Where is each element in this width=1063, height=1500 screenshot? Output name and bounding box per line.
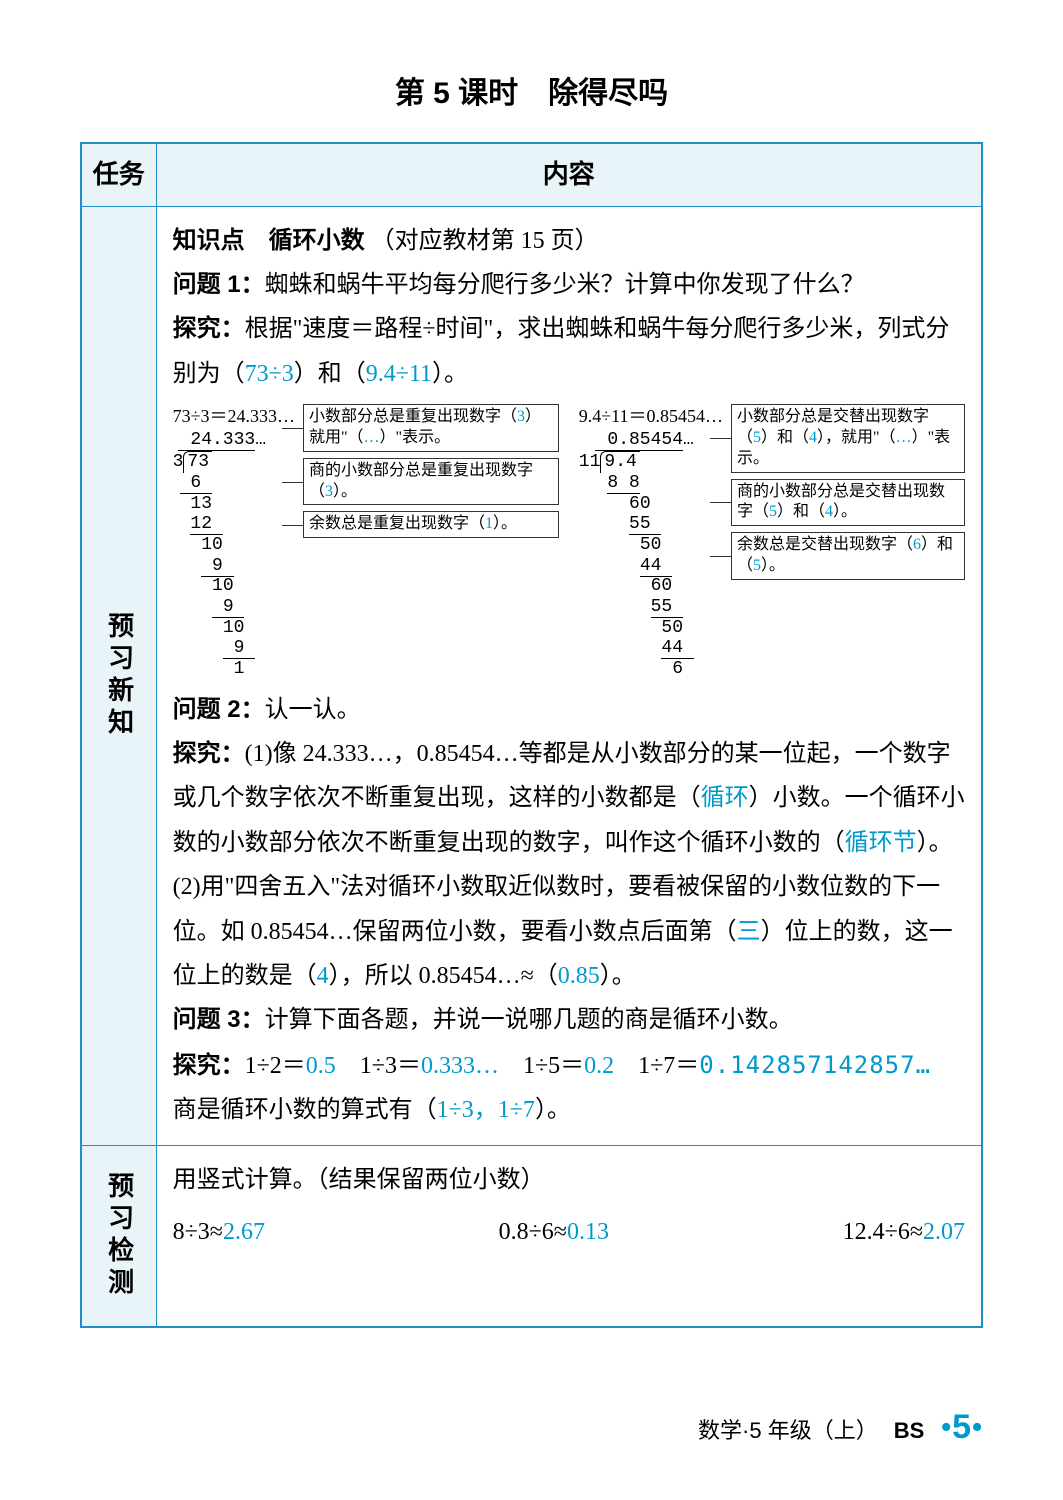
exp3-sa: 商是循环小数的算式有（ — [173, 1097, 437, 1123]
header-task: 任务 — [81, 143, 156, 206]
right-eq: 9.4÷11＝0.85454… — [579, 404, 723, 428]
left-eq: 73÷3＝24.333… — [173, 404, 295, 428]
exp1-label: 探究： — [173, 315, 245, 342]
left-note2: 商的小数部分总是重复出现数字（3）。 — [303, 458, 559, 506]
check-item-3: 12.4÷6≈2.07 — [843, 1210, 965, 1254]
exp2-p2c: ），所以 0.85454…≈（ — [329, 963, 558, 989]
a3: 0.2 — [584, 1053, 614, 1079]
right-note2: 商的小数部分总是交替出现数字（5）和（4）。 — [731, 479, 965, 527]
q1-label: 问题 1： — [173, 271, 265, 298]
a4: 0.142857142857… — [699, 1051, 931, 1079]
kp-ref: （对应教材第 15 页） — [371, 228, 599, 254]
check-content: 用竖式计算。（结果保留两位小数） 8÷3≈2.67 0.8÷6≈0.13 12.… — [156, 1145, 982, 1327]
exp2-ans4: 4 — [317, 963, 329, 989]
division-diagrams: 73÷3＝24.333… 24.333… 373 6 13 12 10 — [173, 404, 965, 680]
right-note3: 余数总是交替出现数字（6）和（5）。 — [731, 532, 965, 580]
e4: 1÷7＝ — [638, 1053, 699, 1079]
right-note1: 小数部分总是交替出现数字（5）和（4），就用"（…）"表示。 — [731, 404, 965, 472]
left-note3: 余数总是重复出现数字（1）。 — [303, 511, 559, 538]
exp2-p1c: ）。 — [917, 830, 953, 856]
exp2-p2d: ）。 — [600, 963, 636, 989]
lesson-title: 第 5 课时 除得尽吗 — [80, 70, 983, 118]
e2: 1÷3＝ — [360, 1053, 421, 1079]
a1: 0.5 — [306, 1053, 336, 1079]
e3: 1÷5＝ — [523, 1053, 584, 1079]
exp1-c: ）。 — [432, 361, 468, 387]
q1-text: 蜘蛛和蜗牛平均每分爬行多少米？计算中你发现了什么？ — [265, 272, 865, 298]
page-number: 5 — [952, 1408, 971, 1446]
q2-label: 问题 2： — [173, 696, 265, 723]
e1: 1÷2＝ — [245, 1053, 306, 1079]
exp1-ans2: 9.4÷11 — [366, 361, 432, 387]
sidebar-check: 预习检测 — [81, 1145, 156, 1327]
a2: 0.333… — [421, 1053, 499, 1079]
left-note1: 小数部分总是重复出现数字（3）就用"（…）"表示。 — [303, 404, 559, 452]
exp1-b: ）和（ — [294, 361, 366, 387]
exp2-ans3: 三 — [737, 919, 761, 945]
exp2-label: 探究： — [173, 740, 245, 767]
footer-subject: 数学·5 年级（上） — [698, 1413, 878, 1448]
exp2-ans1: 循环 — [701, 785, 749, 811]
header-content: 内容 — [156, 143, 982, 206]
page-footer: 数学·5 年级（上） BS •5• — [698, 1400, 983, 1454]
check-item-1: 8÷3≈2.67 — [173, 1210, 265, 1254]
right-longdiv: 0.85454… 119.4 8 8 60 55 50 44 60 — [579, 430, 694, 679]
left-longdiv: 24.333… 373 6 13 12 10 9 10 — [173, 430, 266, 679]
q3-text: 计算下面各题，并说一说哪几题的商是循环小数。 — [265, 1007, 793, 1033]
q3-label: 问题 3： — [173, 1006, 265, 1033]
kp-label: 知识点 循环小数 — [173, 227, 365, 254]
content-table: 任务 内容 预习新知 知识点 循环小数 （对应教材第 15 页） 问题 1：蜘蛛… — [80, 142, 983, 1328]
exp2-ans5: 0.85 — [558, 963, 600, 989]
footer-series: BS — [894, 1413, 925, 1448]
exp3-sans: 1÷3，1÷7 — [437, 1097, 535, 1123]
check-item-2: 0.8÷6≈0.13 — [499, 1210, 609, 1254]
sidebar-preview: 预习新知 — [81, 206, 156, 1145]
preview-content: 知识点 循环小数 （对应教材第 15 页） 问题 1：蜘蛛和蜗牛平均每分爬行多少… — [156, 206, 982, 1145]
exp3-sb: ）。 — [535, 1097, 571, 1123]
exp1-ans1: 73÷3 — [245, 361, 294, 387]
exp3-label: 探究： — [173, 1052, 245, 1079]
q2-text: 认一认。 — [265, 697, 361, 723]
exp2-ans2: 循环节 — [845, 830, 917, 856]
check-prompt: 用竖式计算。（结果保留两位小数） — [173, 1158, 965, 1202]
